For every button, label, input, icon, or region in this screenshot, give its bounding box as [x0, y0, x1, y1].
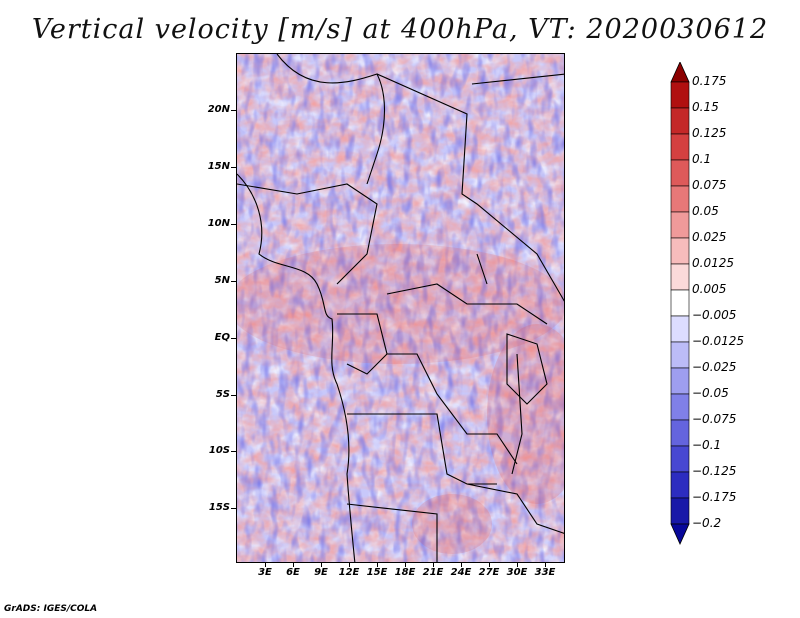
- colorbar-swatch: [670, 211, 690, 239]
- colorbar-label: −0.1: [692, 438, 722, 452]
- colorbar-label: −0.2: [692, 516, 722, 530]
- lat-tick: [231, 338, 236, 339]
- colorbar-swatch: [670, 185, 690, 213]
- colorbar-label: −0.025: [692, 360, 737, 374]
- lon-label-15e: 15E: [366, 567, 388, 578]
- lon-label-30e: 30E: [506, 567, 528, 578]
- colorbar-swatch: [670, 81, 690, 109]
- colorbar-label: 0.1: [692, 152, 712, 166]
- lat-tick: [231, 281, 236, 282]
- colorbar-label: −0.125: [692, 464, 737, 478]
- lon-tick: [405, 563, 406, 567]
- colorbar-label: 0.005: [692, 282, 727, 296]
- lon-label-3e: 3E: [258, 567, 272, 578]
- lat-tick: [231, 224, 236, 225]
- colorbar-label: 0.125: [692, 126, 727, 140]
- lon-label-18e: 18E: [394, 567, 416, 578]
- colorbar-swatch: [670, 445, 690, 473]
- colorbar-label: −0.175: [692, 490, 737, 504]
- colorbar-swatch: [670, 289, 690, 317]
- colorbar-swatch: [670, 367, 690, 395]
- colorbar-swatch: [670, 419, 690, 447]
- country-borders: [237, 54, 564, 562]
- lon-label-6e: 6E: [286, 567, 300, 578]
- colorbar: [670, 62, 690, 545]
- lon-label-24e: 24E: [450, 567, 472, 578]
- lat-tick: [231, 110, 236, 111]
- colorbar-swatch: [670, 159, 690, 187]
- lon-tick: [321, 563, 322, 567]
- lon-label-9e: 9E: [314, 567, 328, 578]
- colorbar-swatch: [670, 263, 690, 291]
- lat-label-10s: 10S: [208, 445, 230, 456]
- colorbar-label: −0.005: [692, 308, 737, 322]
- colorbar-label: 0.05: [692, 204, 719, 218]
- lon-label-12e: 12E: [338, 567, 360, 578]
- lon-tick: [433, 563, 434, 567]
- lon-tick: [349, 563, 350, 567]
- colorbar-swatch: [670, 341, 690, 369]
- colorbar-swatch: [670, 393, 690, 421]
- colorbar-swatch: [670, 237, 690, 265]
- lon-tick: [293, 563, 294, 567]
- lon-label-33e: 33E: [534, 567, 556, 578]
- colorbar-label: 0.025: [692, 230, 727, 244]
- lat-label-5s: 5S: [215, 389, 230, 400]
- figure-title: Vertical velocity [m/s] at 400hPa, VT: 2…: [31, 14, 769, 45]
- colorbar-swatch: [670, 471, 690, 499]
- lat-label-eq: EQ: [214, 332, 230, 343]
- lat-label-15s: 15S: [208, 502, 230, 513]
- colorbar-swatch-top: [670, 62, 690, 83]
- colorbar-swatch: [670, 107, 690, 135]
- colorbar-label: 0.0125: [692, 256, 734, 270]
- lat-label-20n: 20N: [207, 104, 230, 115]
- colorbar-label: 0.175: [692, 74, 727, 88]
- lon-tick: [265, 563, 266, 567]
- lon-label-27e: 27E: [478, 567, 500, 578]
- colorbar-label: 0.075: [692, 178, 727, 192]
- lon-tick: [377, 563, 378, 567]
- lat-label-5n: 5N: [214, 275, 230, 286]
- colorbar-label: −0.0125: [692, 334, 745, 348]
- lon-tick: [489, 563, 490, 567]
- lat-tick: [231, 451, 236, 452]
- lon-label-21e: 21E: [422, 567, 444, 578]
- lat-tick: [231, 508, 236, 509]
- colorbar-swatch-bottom: [670, 523, 690, 545]
- colorbar-label: −0.075: [692, 412, 737, 426]
- grads-credit: GrADS: IGES/COLA: [4, 604, 98, 614]
- map-panel: [236, 53, 565, 563]
- lat-label-15n: 15N: [207, 161, 230, 172]
- colorbar-label: 0.15: [692, 100, 719, 114]
- colorbar-swatch: [670, 497, 690, 525]
- lon-tick: [545, 563, 546, 567]
- lat-tick: [231, 395, 236, 396]
- vertical-velocity-field: [237, 54, 564, 562]
- lat-label-10n: 10N: [207, 218, 230, 229]
- lon-tick: [461, 563, 462, 567]
- colorbar-label: −0.05: [692, 386, 729, 400]
- lat-tick: [231, 167, 236, 168]
- colorbar-swatch: [670, 133, 690, 161]
- colorbar-swatch: [670, 315, 690, 343]
- lon-tick: [517, 563, 518, 567]
